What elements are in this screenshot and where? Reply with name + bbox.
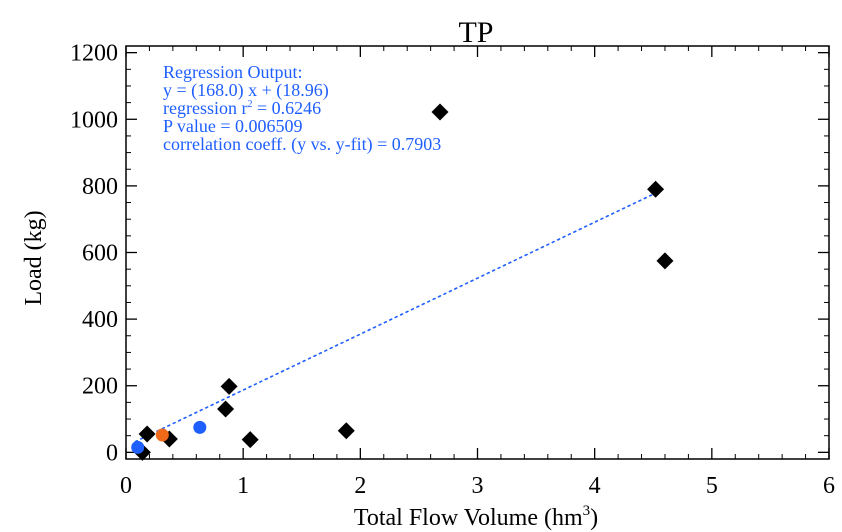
- annotation-line: correlation coeff. (y vs. y-fit) = 0.790…: [163, 134, 441, 155]
- x-tick-label: 4: [589, 473, 601, 499]
- y-tick-label: 1200: [70, 41, 118, 67]
- x-tick-label: 2: [354, 473, 366, 499]
- data-point-diamond: [647, 180, 665, 198]
- axes: 0 1 2 3 4 5 6 0 200 400 600 800 1000 1200: [70, 41, 835, 499]
- annotation-line: P value = 0.006509: [163, 116, 302, 136]
- points-layer: [131, 103, 674, 461]
- y-tick-label: 200: [82, 374, 118, 400]
- x-tick-label: 6: [823, 473, 835, 499]
- x-axis-label-close: ): [590, 505, 598, 531]
- data-point-diamond: [217, 400, 235, 418]
- x-tick-label: 3: [472, 473, 484, 499]
- data-point-diamond: [337, 422, 355, 440]
- y-axis-label: Load (kg): [21, 210, 47, 305]
- data-point-diamond: [220, 377, 238, 395]
- regression-annotation: Regression Output:y = (168.0) x + (18.96…: [163, 62, 441, 155]
- y-tick-label: 400: [82, 307, 118, 333]
- x-tick-label: 1: [237, 473, 249, 499]
- x-axis-label: Total Flow Volume (hm3): [354, 503, 598, 531]
- y-tick-label: 600: [82, 241, 118, 267]
- data-point-diamond: [138, 425, 156, 443]
- chart-title: TP: [458, 16, 493, 49]
- regression-line: [134, 190, 660, 443]
- annotation-line: Regression Output:: [163, 62, 303, 82]
- x-tick-label: 5: [706, 473, 718, 499]
- x-axis-label-superscript: 3: [583, 503, 591, 519]
- data-point-diamond: [431, 103, 449, 121]
- y-tick-label: 0: [106, 440, 118, 466]
- data-point-diamond: [656, 252, 674, 270]
- data-point-circle: [193, 420, 207, 434]
- x-axis-label-main: Total Flow Volume (hm: [354, 505, 583, 531]
- data-point-diamond: [241, 431, 259, 449]
- y-tick-label: 800: [82, 174, 118, 200]
- data-point-circle: [155, 428, 169, 442]
- annotation-line: regression r2 = 0.6246: [163, 98, 321, 118]
- y-tick-label: 1000: [70, 107, 118, 133]
- data-point-circle: [131, 440, 145, 454]
- annotation-line: y = (168.0) x + (18.96): [163, 80, 329, 101]
- x-tick-label: 0: [120, 473, 132, 499]
- regression-layer: [134, 190, 660, 443]
